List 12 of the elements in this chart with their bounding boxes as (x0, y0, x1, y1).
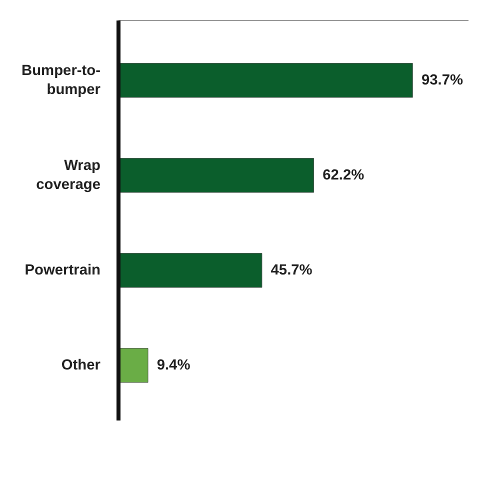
y-tick-label: Other (61, 357, 101, 374)
bar (118, 63, 413, 98)
data-label: 9.4% (156, 357, 190, 374)
y-tick-label: Bumper-to-bumper (22, 62, 101, 98)
data-label: 62.2% (322, 167, 364, 184)
bar (118, 158, 314, 193)
y-tick-label: Powertrain (24, 262, 101, 278)
data-label: 93.7% (421, 72, 464, 88)
data-label: 45.7% (270, 262, 312, 278)
bar (118, 253, 262, 288)
y-tick-label: Wrap coverage (36, 158, 101, 193)
bar (118, 348, 148, 383)
